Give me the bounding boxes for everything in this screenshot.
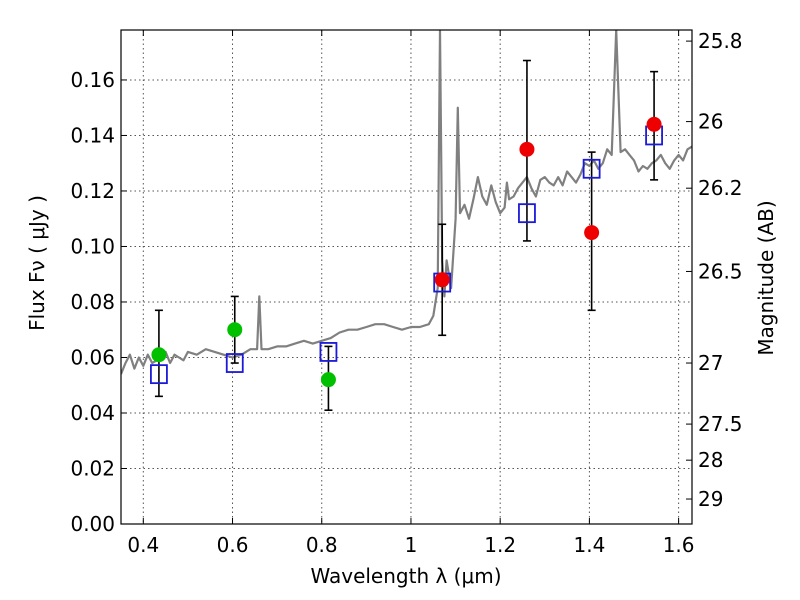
- photometry-point: [227, 322, 243, 338]
- y2-tick-label: 26.5: [698, 259, 743, 283]
- y-tick-label: 0.02: [70, 456, 115, 480]
- x-tick-label: 1: [405, 533, 418, 557]
- photometry-point: [646, 116, 662, 132]
- y-tick-label: 0.04: [70, 401, 115, 425]
- x-tick-label: 0.8: [306, 533, 338, 557]
- label-layer: 0.4 0.6 0.8 1 1.2 1.4 1.6 0.00 0.02 0.04 0.06 0.08 0…: [70, 29, 742, 557]
- marker-layer: [150, 116, 663, 388]
- x-tick-label: 1.4: [573, 533, 605, 557]
- x-tick-label: 1.6: [663, 533, 695, 557]
- y-tick-label: 0.12: [70, 179, 115, 203]
- y-tick-label: 0.08: [70, 290, 115, 314]
- photometry-point: [320, 372, 336, 388]
- y-tick-label: 0.06: [70, 345, 115, 369]
- photometry-point: [584, 225, 600, 241]
- plot-frame: [120, 29, 693, 525]
- x-tick-label: 0.4: [127, 533, 159, 557]
- y2-tick-label: 27.5: [698, 412, 743, 436]
- y-axis-label: Flux Fν ( μJy ): [25, 195, 49, 331]
- y2-axis-label: Magnitude (AB): [754, 200, 778, 355]
- photometry-point: [519, 141, 535, 157]
- y-tick-label: 0.14: [70, 123, 115, 147]
- y2-tick-label: 25.8: [698, 29, 743, 53]
- spectrum-line: [121, 30, 692, 375]
- x-tick-label: 1.2: [484, 533, 516, 557]
- y2-tick-label: 29: [698, 487, 723, 511]
- model-square-marker: [319, 342, 338, 362]
- y2-tick-label: 28: [698, 448, 723, 472]
- spectrum-layer: [121, 30, 692, 375]
- grid-layer: [121, 30, 692, 525]
- y-tick-label: 0.16: [70, 68, 115, 92]
- model-square-marker: [150, 364, 168, 385]
- photometry-point: [434, 272, 450, 288]
- x-tick-label: 0.6: [217, 533, 249, 557]
- tick-layer: [121, 30, 692, 525]
- x-axis-label: Wavelength λ (μm): [310, 564, 501, 588]
- y2-tick-label: 26.2: [698, 176, 743, 200]
- model-square-marker: [518, 203, 536, 224]
- photometry-point: [151, 347, 167, 363]
- y2-tick-label: 26: [698, 110, 723, 134]
- y-tick-label: 0.00: [70, 512, 115, 536]
- y2-tick-label: 27: [698, 351, 723, 375]
- y-tick-label: 0.10: [70, 234, 115, 258]
- model-square-marker: [582, 158, 601, 179]
- model-square-marker: [225, 353, 244, 373]
